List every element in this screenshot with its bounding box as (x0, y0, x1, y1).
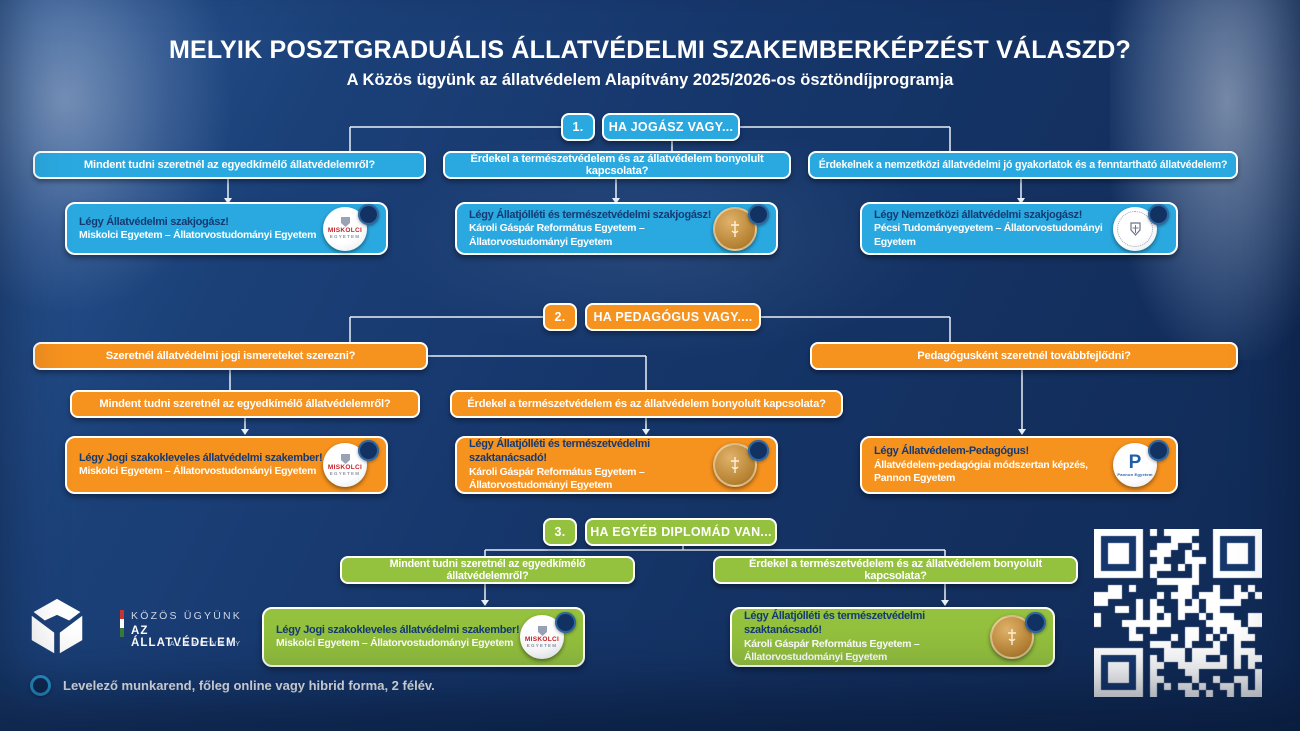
question-box: Érdekelnek a nemzetközi állatvédelmi jó … (808, 151, 1238, 179)
result-card: Légy Állatvédelem-Pedagógus! Állatvédele… (860, 436, 1178, 494)
result-card: Légy Állatvédelmi szakjogász! Miskolci E… (65, 202, 388, 255)
qr-code (1094, 529, 1262, 697)
question-box: Mindent tudni szeretnél az egyedkímélő á… (33, 151, 426, 179)
section-1-label: HA JOGÁSZ VAGY... (602, 113, 740, 141)
result-university: Miskolci Egyetem – Állatorvostudományi E… (79, 465, 317, 478)
correspondence-dot-icon (1025, 612, 1046, 633)
foundation-name-line2: AZ ÁLLATVÉDELEM (131, 625, 237, 649)
result-title: Légy Állatvédelmi szakjogász! (79, 215, 229, 228)
correspondence-dot-icon (1148, 203, 1169, 225)
result-university: Miskolci Egyetem – Állatorvostudományi E… (276, 637, 514, 650)
section-1-number: 1. (561, 113, 595, 141)
correspondence-dot-icon (1148, 440, 1169, 461)
result-title: Légy Állatjólléti és természetvédelmi sz… (469, 208, 712, 221)
question-box: Mindent tudni szeretnél az egyedkímélő á… (70, 390, 420, 418)
result-title: Légy Állatvédelem-Pedagógus! (874, 445, 1029, 458)
question-box: Érdekel a természetvédelem és az állatvé… (443, 151, 791, 179)
foundation-logo: KÖZÖS ÜGYÜNK AZ ÁLLATVÉDELEM ALAPÍTVÁNY (28, 597, 258, 663)
hungarian-flag-icon (120, 610, 124, 637)
result-title: Légy Állatjólléti és természetvédelmi sz… (469, 438, 650, 465)
legend-text: Levelező munkarend, főleg online vagy hi… (63, 678, 435, 693)
result-title: Légy Jogi szakokleveles állatvédelmi sza… (276, 624, 520, 637)
page-subtitle: A Közös ügyünk az állatvédelem Alapítván… (346, 71, 954, 89)
foundation-name-line1: KÖZÖS ÜGYÜNK (131, 610, 242, 622)
legend-dot-icon (30, 675, 51, 696)
result-university: Pécsi Tudományegyetem – Állatorvostudomá… (874, 222, 1103, 248)
correspondence-dot-icon (748, 203, 769, 225)
result-card: Légy Állatjólléti és természetvédelmi sz… (730, 607, 1055, 667)
question-box: Mindent tudni szeretnél az egyedkímélő á… (340, 556, 635, 584)
result-university: Állatvédelem-pedagógiai módszertan képzé… (874, 458, 1088, 485)
result-title: Légy Jogi szakokleveles állatvédelmi sza… (79, 452, 323, 465)
result-card: Légy Jogi szakokleveles állatvédelmi sza… (65, 436, 388, 494)
result-university: Károli Gáspár Református Egyetem – Állat… (469, 222, 645, 248)
question-box: Szeretnél állatvédelmi jogi ismereteket … (33, 342, 428, 370)
result-card: Légy Nemzetközi állatvédelmi szakjogász!… (860, 202, 1178, 255)
foundation-name-line3: ALAPÍTVÁNY (169, 641, 243, 648)
result-card: Légy Állatjólléti és természetvédelmi sz… (455, 436, 778, 494)
correspondence-dot-icon (358, 203, 379, 225)
result-card: Légy Állatjólléti és természetvédelmi sz… (455, 202, 778, 255)
result-university: Miskolci Egyetem – Állatorvostudományi E… (79, 228, 317, 241)
result-title: Légy Állatjólléti és természetvédelmi sz… (744, 610, 925, 637)
correspondence-dot-icon (358, 440, 379, 461)
page-title: MELYIK POSZTGRADUÁLIS ÁLLATVÉDELMI SZAKE… (168, 36, 1132, 64)
question-box: Érdekel a természetvédelem és az állatvé… (450, 390, 843, 418)
correspondence-dot-icon (555, 612, 576, 633)
result-title: Légy Nemzetközi állatvédelmi szakjogász! (874, 208, 1083, 221)
result-university: Károli Gáspár Református Egyetem – Állat… (744, 637, 920, 664)
question-box: Érdekel a természetvédelem és az állatvé… (713, 556, 1078, 584)
section-2-number: 2. (543, 303, 577, 331)
result-card: Légy Jogi szakokleveles állatvédelmi sza… (262, 607, 585, 667)
foundation-animals-icon (31, 598, 83, 654)
section-3-number: 3. (543, 518, 577, 546)
section-2-label: HA PEDAGÓGUS VAGY.... (585, 303, 761, 331)
correspondence-dot-icon (748, 440, 769, 461)
result-university: Károli Gáspár Református Egyetem – Állat… (469, 465, 645, 492)
legend: Levelező munkarend, főleg online vagy hi… (30, 675, 435, 696)
question-box: Pedagógusként szeretnél továbbfejlődni? (810, 342, 1238, 370)
section-3-label: HA EGYÉB DIPLOMÁD VAN... (585, 518, 777, 546)
